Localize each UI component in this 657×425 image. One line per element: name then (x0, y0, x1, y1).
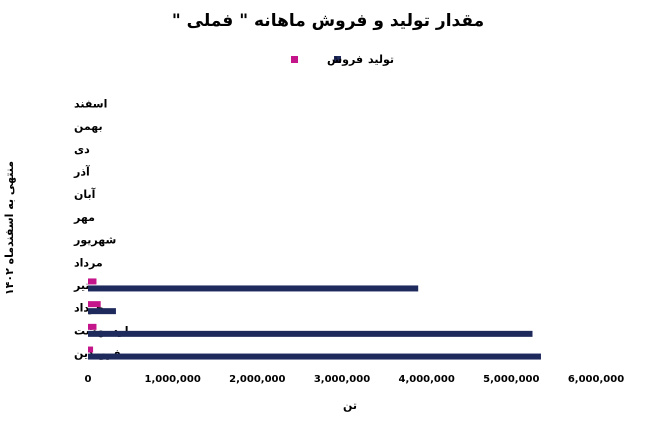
sales-bar (88, 323, 97, 330)
legend-swatch-production (334, 56, 341, 63)
legend: تولید فروش (291, 53, 394, 66)
x-tick-label: 0 (85, 374, 92, 385)
legend-swatch-sales (291, 56, 298, 63)
production-bar (88, 330, 533, 337)
category-label: آذر (73, 164, 90, 178)
category-label: شهریور (73, 234, 116, 247)
category-label: تیر (73, 279, 89, 292)
category-label: بهمن (74, 120, 103, 133)
category-label: مهر (73, 211, 95, 224)
x-axis-title: تن (343, 399, 357, 412)
category-label: اسفند (74, 97, 107, 110)
production-bar (88, 353, 541, 360)
bars (88, 278, 541, 360)
category-labels: فروردیناردیبهشتخردادتیرمردادشهریورمهرآبا… (73, 97, 128, 360)
y-axis-title: منتهی به اسفندماه ۱۴۰۲ (3, 161, 16, 295)
sales-bar (88, 346, 94, 353)
production-bar (88, 308, 116, 315)
x-tick-label: 6,000,000 (568, 374, 624, 385)
chart-title: مقدار تولید و فروش ماهانه " فملی " (172, 11, 484, 31)
sales-bar (88, 278, 97, 285)
x-tick-label: 4,000,000 (399, 374, 455, 385)
category-label: مرداد (74, 256, 103, 269)
sales-bar (88, 301, 101, 308)
x-tick-label: 3,000,000 (314, 374, 370, 385)
legend-label-sales: فروش (327, 53, 363, 66)
x-tick-labels: 0 1,000,000 2,000,000 3,000,000 4,000,000 5,0… (85, 374, 625, 385)
legend-label-production: تولید (368, 53, 394, 66)
category-label: آبان (74, 187, 96, 201)
production-bar (88, 285, 419, 292)
category-label: دی (74, 143, 90, 156)
x-tick-label: 1,000,000 (145, 374, 201, 385)
x-tick-label: 5,000,000 (483, 374, 539, 385)
x-tick-label: 2,000,000 (229, 374, 285, 385)
